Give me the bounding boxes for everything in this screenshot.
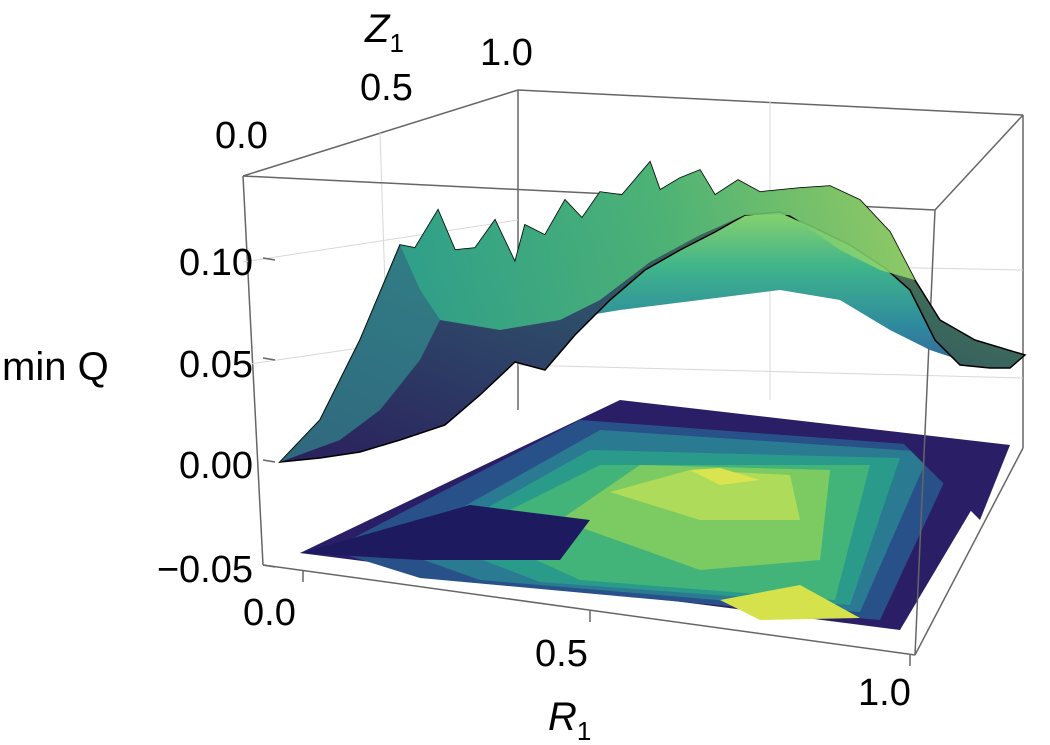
- z-tick-label: 0.00: [179, 445, 253, 487]
- y-tick-label: 0.5: [360, 67, 413, 109]
- z-tick-label: 0.05: [179, 344, 253, 386]
- x-tick-label: 0.5: [535, 633, 588, 675]
- contour-floor: [300, 400, 1010, 630]
- z-tick-label: −0.05: [157, 549, 253, 591]
- y-axis-label: Z1: [364, 7, 404, 58]
- x-tick-label: 1.0: [858, 672, 911, 714]
- x-tick-label: 0.0: [243, 592, 296, 634]
- y-tick-label: 1.0: [480, 32, 533, 74]
- z-tick-label: 0.10: [179, 242, 253, 284]
- y-tick-label: 0.0: [215, 115, 268, 157]
- x-axis-label: R1: [548, 695, 591, 745]
- z-axis-label: min Q: [2, 345, 109, 389]
- box-front: [242, 114, 1024, 656]
- surface-top: [400, 162, 915, 330]
- surface-left-slope: [280, 245, 440, 462]
- axis-ticks: [262, 257, 911, 666]
